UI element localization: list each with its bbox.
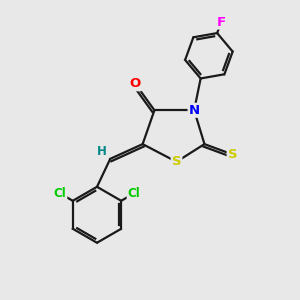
Text: Cl: Cl: [54, 187, 66, 200]
Text: Cl: Cl: [128, 187, 140, 200]
Text: S: S: [172, 155, 181, 168]
Text: H: H: [97, 145, 106, 158]
Text: S: S: [228, 148, 237, 161]
Text: O: O: [130, 77, 141, 90]
Text: N: N: [189, 104, 200, 117]
Text: F: F: [217, 16, 226, 28]
